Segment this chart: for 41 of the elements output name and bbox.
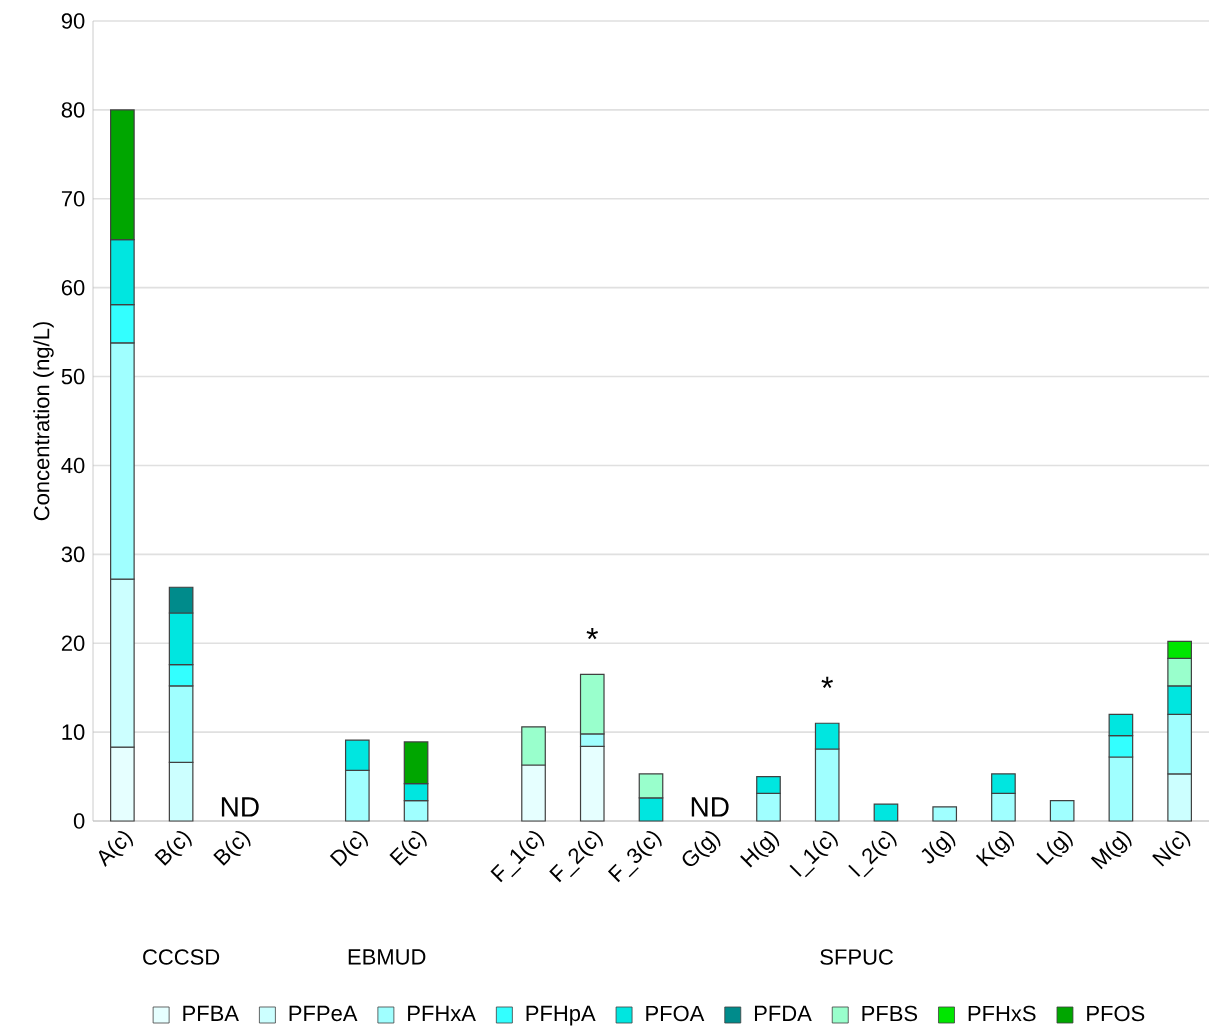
legend-label: PFHxA xyxy=(408,1005,476,1021)
annotation: * xyxy=(821,676,833,689)
x-tick-label: A(c) xyxy=(98,831,134,867)
y-tick-label: 30 xyxy=(61,546,85,563)
y-tick-label: 80 xyxy=(61,102,85,118)
y-tick-label: 60 xyxy=(61,279,85,296)
y-tick-label: 10 xyxy=(62,724,85,740)
x-tick-label: L(g) xyxy=(1036,831,1073,865)
y-tick-label: 20 xyxy=(61,635,85,652)
bar xyxy=(873,803,899,822)
x-tick-label: K(g) xyxy=(975,831,1015,867)
x-tick-label: B(c) xyxy=(154,831,192,866)
legend-label: PFHxS xyxy=(968,1005,1036,1022)
text: EBMUD xyxy=(348,949,426,965)
legend-label: PFOA xyxy=(646,1005,705,1022)
x-tick-label: E(c) xyxy=(389,831,427,866)
x-tick-label: H(g) xyxy=(740,831,780,868)
y-tick-label: 0 xyxy=(73,813,85,829)
y-axis-title: Concentration (ng/L) xyxy=(33,322,54,521)
text: SFPUC xyxy=(820,949,894,965)
legend-label: PFDA xyxy=(754,1005,812,1021)
legend-label: PFBS xyxy=(862,1005,918,1022)
legend-label: PFOS xyxy=(1087,1005,1145,1022)
bar xyxy=(1049,799,1075,822)
legend-label: PFPeA xyxy=(289,1005,358,1022)
y-tick-label: 50 xyxy=(61,368,85,385)
annotation: ND xyxy=(691,797,729,817)
y-tick-label: 70 xyxy=(61,191,85,207)
annotation: ND xyxy=(221,797,259,817)
x-tick-label: G(g) xyxy=(682,831,721,867)
x-tick-label: J(g) xyxy=(921,831,956,864)
legend-label: PFHpA xyxy=(526,1005,596,1026)
y-tick-label: 40 xyxy=(61,457,85,474)
bar xyxy=(932,806,958,822)
text: CCCSD xyxy=(143,949,220,965)
x-tick-label: N(c) xyxy=(1152,831,1191,867)
x-tick-label: D(c) xyxy=(329,831,369,867)
y-tick-label: 90 xyxy=(61,13,85,29)
annotation: * xyxy=(586,627,598,640)
legend-label: PFBA xyxy=(183,1005,239,1021)
x-tick-label: B(c) xyxy=(213,831,251,866)
